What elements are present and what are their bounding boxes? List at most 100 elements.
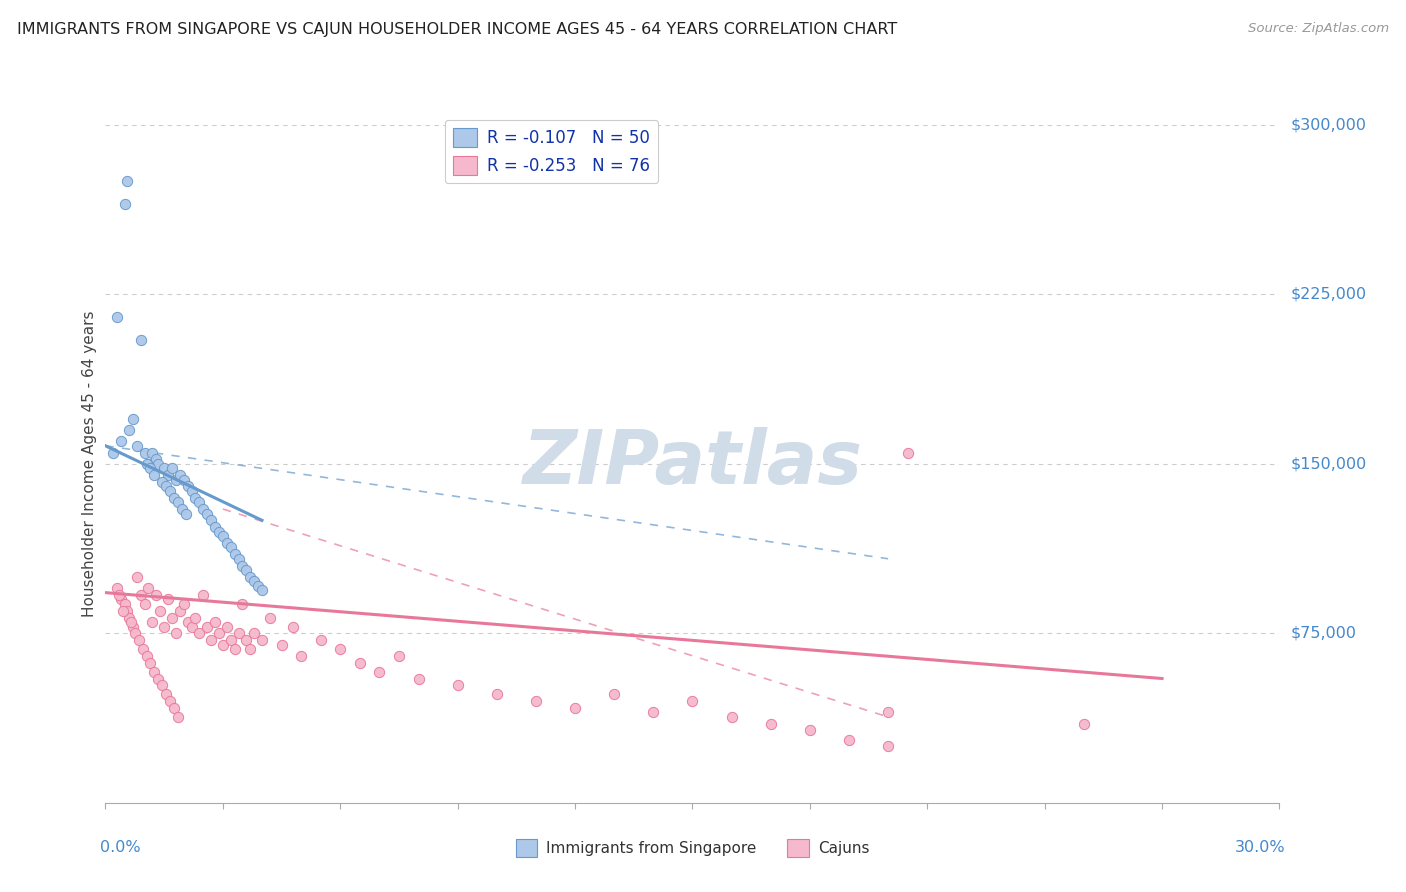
Point — [138, 457, 160, 471]
Point — [228, 551, 250, 566]
Point — [134, 597, 156, 611]
Point — [145, 452, 167, 467]
Point — [115, 604, 138, 618]
Point — [169, 604, 191, 618]
Point — [157, 592, 180, 607]
Point — [720, 710, 742, 724]
Text: ZIPatlas: ZIPatlas — [523, 427, 862, 500]
Point — [200, 633, 222, 648]
Point — [250, 583, 273, 598]
Point — [193, 502, 215, 516]
Point — [125, 570, 148, 584]
Point — [157, 468, 180, 483]
Point — [118, 610, 141, 624]
Point — [224, 642, 246, 657]
Point — [228, 626, 250, 640]
Point — [105, 310, 128, 324]
Point — [759, 716, 782, 731]
Point — [120, 615, 142, 629]
Point — [153, 619, 176, 633]
Point — [169, 468, 191, 483]
Point — [118, 423, 141, 437]
Point — [138, 581, 160, 595]
Point — [153, 461, 176, 475]
Text: $75,000: $75,000 — [1291, 626, 1357, 640]
Point — [160, 461, 183, 475]
Point — [115, 174, 138, 188]
Point — [148, 672, 170, 686]
Point — [877, 706, 900, 720]
Point — [112, 604, 135, 618]
Point — [877, 739, 900, 754]
Point — [368, 665, 391, 679]
Point — [124, 626, 146, 640]
Point — [165, 473, 187, 487]
Text: $150,000: $150,000 — [1291, 457, 1367, 471]
Point — [114, 197, 136, 211]
Point — [159, 483, 181, 498]
Point — [134, 445, 156, 459]
Point — [176, 615, 198, 629]
Point — [184, 491, 207, 505]
Point — [166, 710, 188, 724]
Text: $300,000: $300,000 — [1291, 118, 1367, 132]
Point — [290, 648, 312, 663]
Point — [125, 439, 148, 453]
Point — [329, 642, 352, 657]
Point — [270, 638, 292, 652]
Point — [193, 588, 215, 602]
Point — [204, 615, 226, 629]
Point — [163, 701, 186, 715]
Point — [165, 626, 187, 640]
Point — [166, 495, 188, 509]
Point — [215, 619, 238, 633]
Point — [211, 529, 233, 543]
Point — [131, 642, 153, 657]
Point — [309, 633, 332, 648]
Point — [110, 434, 132, 449]
Point — [188, 626, 211, 640]
Point — [224, 547, 246, 561]
Point — [121, 619, 143, 633]
Point — [149, 604, 172, 618]
Point — [243, 626, 266, 640]
Point — [1073, 716, 1095, 731]
Point — [235, 633, 257, 648]
Point — [141, 445, 163, 459]
Point — [176, 479, 198, 493]
Point — [250, 633, 273, 648]
Point — [184, 610, 207, 624]
Point — [208, 626, 231, 640]
Point — [170, 502, 193, 516]
Point — [159, 694, 181, 708]
Point — [564, 701, 586, 715]
Point — [143, 665, 166, 679]
Point — [219, 633, 242, 648]
Point — [114, 597, 136, 611]
Point — [349, 656, 371, 670]
Point — [200, 513, 222, 527]
Point — [681, 694, 703, 708]
Point — [239, 642, 262, 657]
Point — [195, 619, 218, 633]
Point — [139, 656, 162, 670]
Point — [160, 610, 183, 624]
Point — [150, 678, 173, 692]
Point — [150, 475, 173, 489]
Point — [173, 597, 195, 611]
Point — [121, 411, 143, 425]
Point — [145, 588, 167, 602]
Point — [143, 468, 166, 483]
Point — [235, 563, 257, 577]
Y-axis label: Householder Income Ages 45 - 64 years: Householder Income Ages 45 - 64 years — [82, 310, 97, 617]
Point — [180, 619, 202, 633]
Point — [148, 457, 170, 471]
Point — [485, 687, 508, 701]
Point — [108, 588, 131, 602]
Text: Source: ZipAtlas.com: Source: ZipAtlas.com — [1249, 22, 1389, 36]
Point — [110, 592, 132, 607]
Point — [129, 333, 152, 347]
Point — [239, 570, 262, 584]
Point — [103, 445, 125, 459]
Point — [180, 483, 202, 498]
